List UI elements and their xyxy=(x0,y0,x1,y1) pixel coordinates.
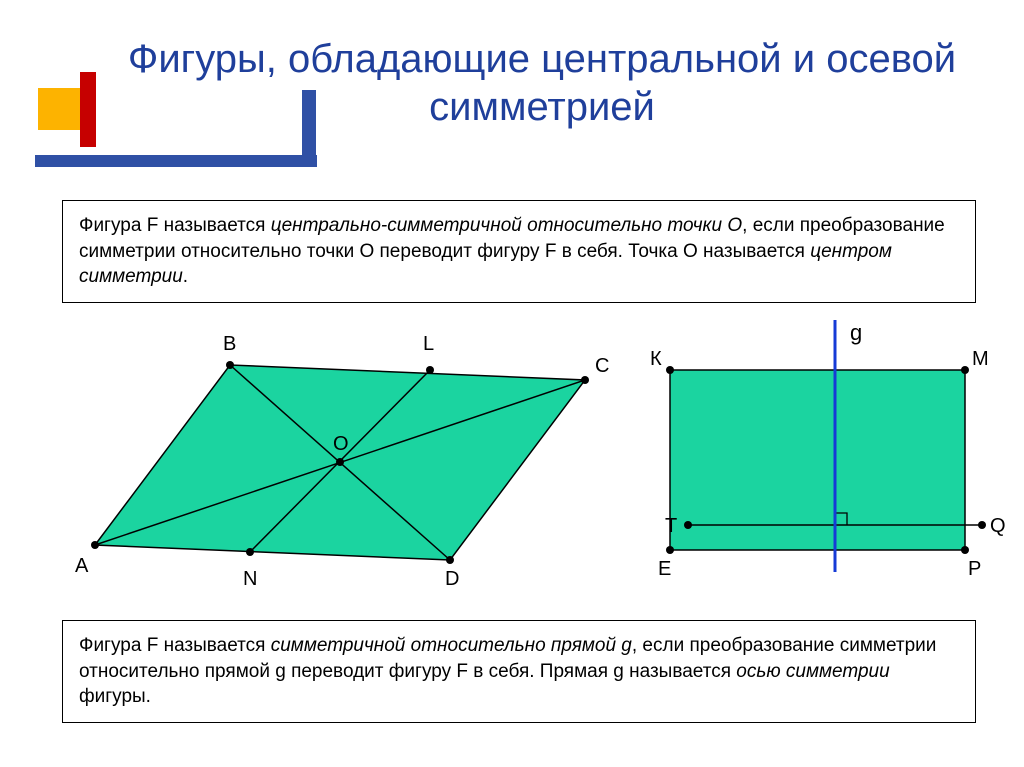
svg-text:B: B xyxy=(223,333,236,355)
title-text: Фигуры, обладающие центральной и осевой … xyxy=(120,35,964,131)
svg-text:P: P xyxy=(968,558,981,580)
slide-title: Фигуры, обладающие центральной и осевой … xyxy=(120,35,964,131)
svg-text:g: g xyxy=(850,320,862,345)
svg-text:A: A xyxy=(75,555,89,577)
definition-axial-symmetry: Фигура F называется симметричной относит… xyxy=(62,620,976,723)
parallelogram-diagram: A B C D O L N xyxy=(55,310,630,610)
svg-text:E: E xyxy=(658,558,671,580)
svg-text:N: N xyxy=(243,568,257,590)
svg-text:O: O xyxy=(333,433,349,455)
svg-text:M: M xyxy=(972,348,989,370)
svg-text:L: L xyxy=(423,333,434,355)
deco-orange-square xyxy=(38,88,80,130)
deco-red-bar xyxy=(80,72,96,147)
svg-text:К: К xyxy=(650,348,662,370)
rectangle-axis-diagram: gКMEPTQ xyxy=(640,310,1000,610)
svg-text:C: C xyxy=(595,355,609,377)
svg-text:D: D xyxy=(445,568,459,590)
definition-central-symmetry: Фигура F называется центрально-симметрич… xyxy=(62,200,976,303)
svg-text:Q: Q xyxy=(990,515,1006,537)
deco-blue-h xyxy=(35,155,317,167)
svg-text:T: T xyxy=(665,515,677,537)
